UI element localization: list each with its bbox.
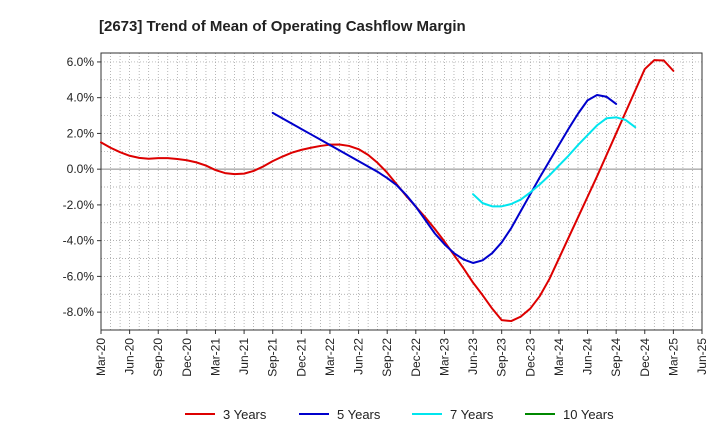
x-tick-label: Sep-20 (151, 338, 165, 377)
legend-label: 7 Years (450, 407, 494, 422)
x-tick-label: Dec-23 (523, 338, 537, 377)
x-tick-label: Dec-20 (180, 338, 194, 377)
plot-frame (100, 52, 703, 331)
y-tick-label: 0.0% (67, 162, 95, 176)
x-tick-label: Dec-21 (294, 338, 308, 377)
x-tick-label: Sep-22 (380, 338, 394, 377)
x-tick-label: Jun-21 (237, 338, 251, 375)
y-tick-label: 4.0% (67, 91, 95, 105)
y-tick-label: 6.0% (67, 55, 95, 69)
x-tick-label: Mar-24 (552, 338, 566, 376)
x-tick-label: Jun-25 (695, 338, 709, 375)
chart-title: [2673] Trend of Mean of Operating Cashfl… (99, 18, 466, 35)
x-axis: Mar-20 Jun-20 Sep-20 Dec-20 Mar-21 Jun-21 Sep-… (94, 330, 709, 377)
x-tick-label: Jun-24 (581, 338, 595, 375)
y-tick-label: 2.0% (67, 126, 95, 140)
legend-label: 5 Years (337, 407, 381, 422)
plot-area (100, 52, 703, 331)
x-tick-label: Mar-25 (666, 338, 680, 376)
x-tick-label: Mar-22 (323, 338, 337, 376)
x-tick-label: Jun-20 (123, 338, 137, 375)
x-tick-label: Mar-21 (208, 338, 222, 376)
x-tick-label: Jun-23 (466, 338, 480, 375)
x-tick-label: Mar-20 (94, 338, 108, 376)
legend-label: 3 Years (223, 407, 267, 422)
y-tick-label: -8.0% (63, 305, 95, 319)
legend-label: 10 Years (563, 407, 614, 422)
x-tick-label: Sep-21 (266, 338, 280, 377)
series-line-7-years (472, 116, 637, 208)
series-line-3-years (100, 59, 675, 323)
y-tick-label: -2.0% (63, 198, 95, 212)
x-tick-label: Mar-23 (437, 338, 451, 376)
y-tick-label: -4.0% (63, 234, 95, 248)
series-lines (100, 59, 675, 323)
x-tick-label: Sep-23 (495, 338, 509, 377)
x-tick-label: Sep-24 (609, 338, 623, 377)
x-tick-label: Jun-22 (352, 338, 366, 375)
y-tick-label: -6.0% (63, 269, 95, 283)
x-tick-label: Dec-22 (409, 338, 423, 377)
y-axis: 6.0% 4.0% 2.0% 0.0% -2.0% -4.0% -6.0% -8.0% (63, 55, 101, 319)
x-tick-label: Dec-24 (638, 338, 652, 377)
series-line-5-years (271, 94, 618, 264)
legend: 3 Years 5 Years 7 Years 10 Years (185, 407, 614, 422)
